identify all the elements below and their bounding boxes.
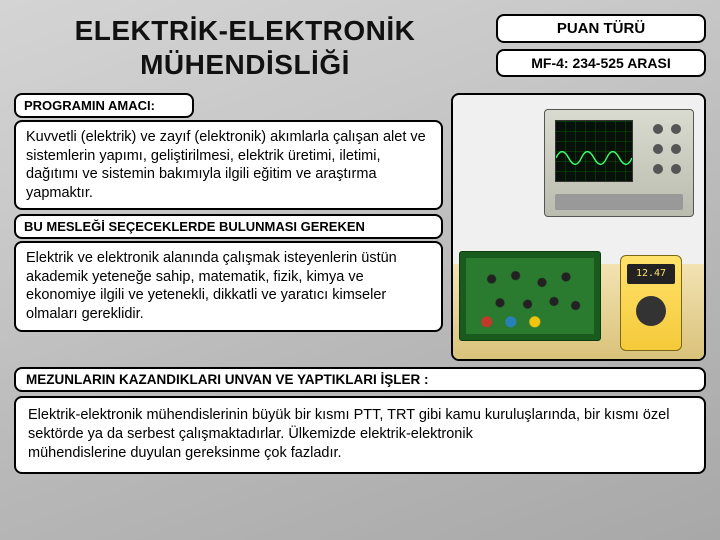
content-row: PROGRAMIN AMACI: Kuvvetli (elektrik) ve … <box>14 93 706 361</box>
purpose-label: PROGRAMIN AMACI: <box>14 93 194 118</box>
waveform-icon <box>556 149 632 167</box>
bottom-section: MEZUNLARIN KAZANDIKLARI UNVAN VE YAPTIKL… <box>14 367 706 473</box>
oscilloscope <box>544 109 694 217</box>
title-line-2: MÜHENDİSLİĞİ <box>140 49 350 80</box>
slide: ELEKTRİK-ELEKTRONİK MÜHENDİSLİĞİ PUAN TÜ… <box>0 0 720 540</box>
knob-icon <box>671 124 681 134</box>
graduates-label: MEZUNLARIN KAZANDIKLARI UNVAN VE YAPTIKL… <box>14 367 706 392</box>
knob-icon <box>653 124 663 134</box>
oscilloscope-screen <box>555 120 633 182</box>
score-column: PUAN TÜRÜ MF-4: 234-525 ARASI <box>496 14 706 77</box>
left-column: PROGRAMIN AMACI: Kuvvetli (elektrik) ve … <box>14 93 443 361</box>
graduates-text: Elektrik-elektronik mühendislerinin büyü… <box>14 396 706 473</box>
knob-icon <box>653 164 663 174</box>
knob-icon <box>671 164 681 174</box>
multimeter-dial-icon <box>636 296 666 326</box>
traits-text: Elektrik ve elektronik alanında çalışmak… <box>14 241 443 331</box>
oscilloscope-controls <box>555 194 683 210</box>
knob-icon <box>671 144 681 154</box>
score-range: MF-4: 234-525 ARASI <box>496 49 706 77</box>
multimeter: 12.47 <box>620 255 682 351</box>
lab-scene: 12.47 <box>453 95 704 359</box>
multimeter-display: 12.47 <box>627 264 675 284</box>
header-row: ELEKTRİK-ELEKTRONİK MÜHENDİSLİĞİ PUAN TÜ… <box>14 10 706 89</box>
lab-photo: 12.47 <box>451 93 706 361</box>
traits-label: BU MESLEĞİ SEÇECEKLERDE BULUNMASI GEREKE… <box>14 214 443 239</box>
purpose-text: Kuvvetli (elektrik) ve zayıf (elektronik… <box>14 120 443 210</box>
page-title: ELEKTRİK-ELEKTRONİK MÜHENDİSLİĞİ <box>14 10 476 89</box>
score-type-label: PUAN TÜRÜ <box>496 14 706 43</box>
knob-icon <box>653 144 663 154</box>
title-line-1: ELEKTRİK-ELEKTRONİK <box>75 15 416 46</box>
circuit-board <box>459 251 601 341</box>
